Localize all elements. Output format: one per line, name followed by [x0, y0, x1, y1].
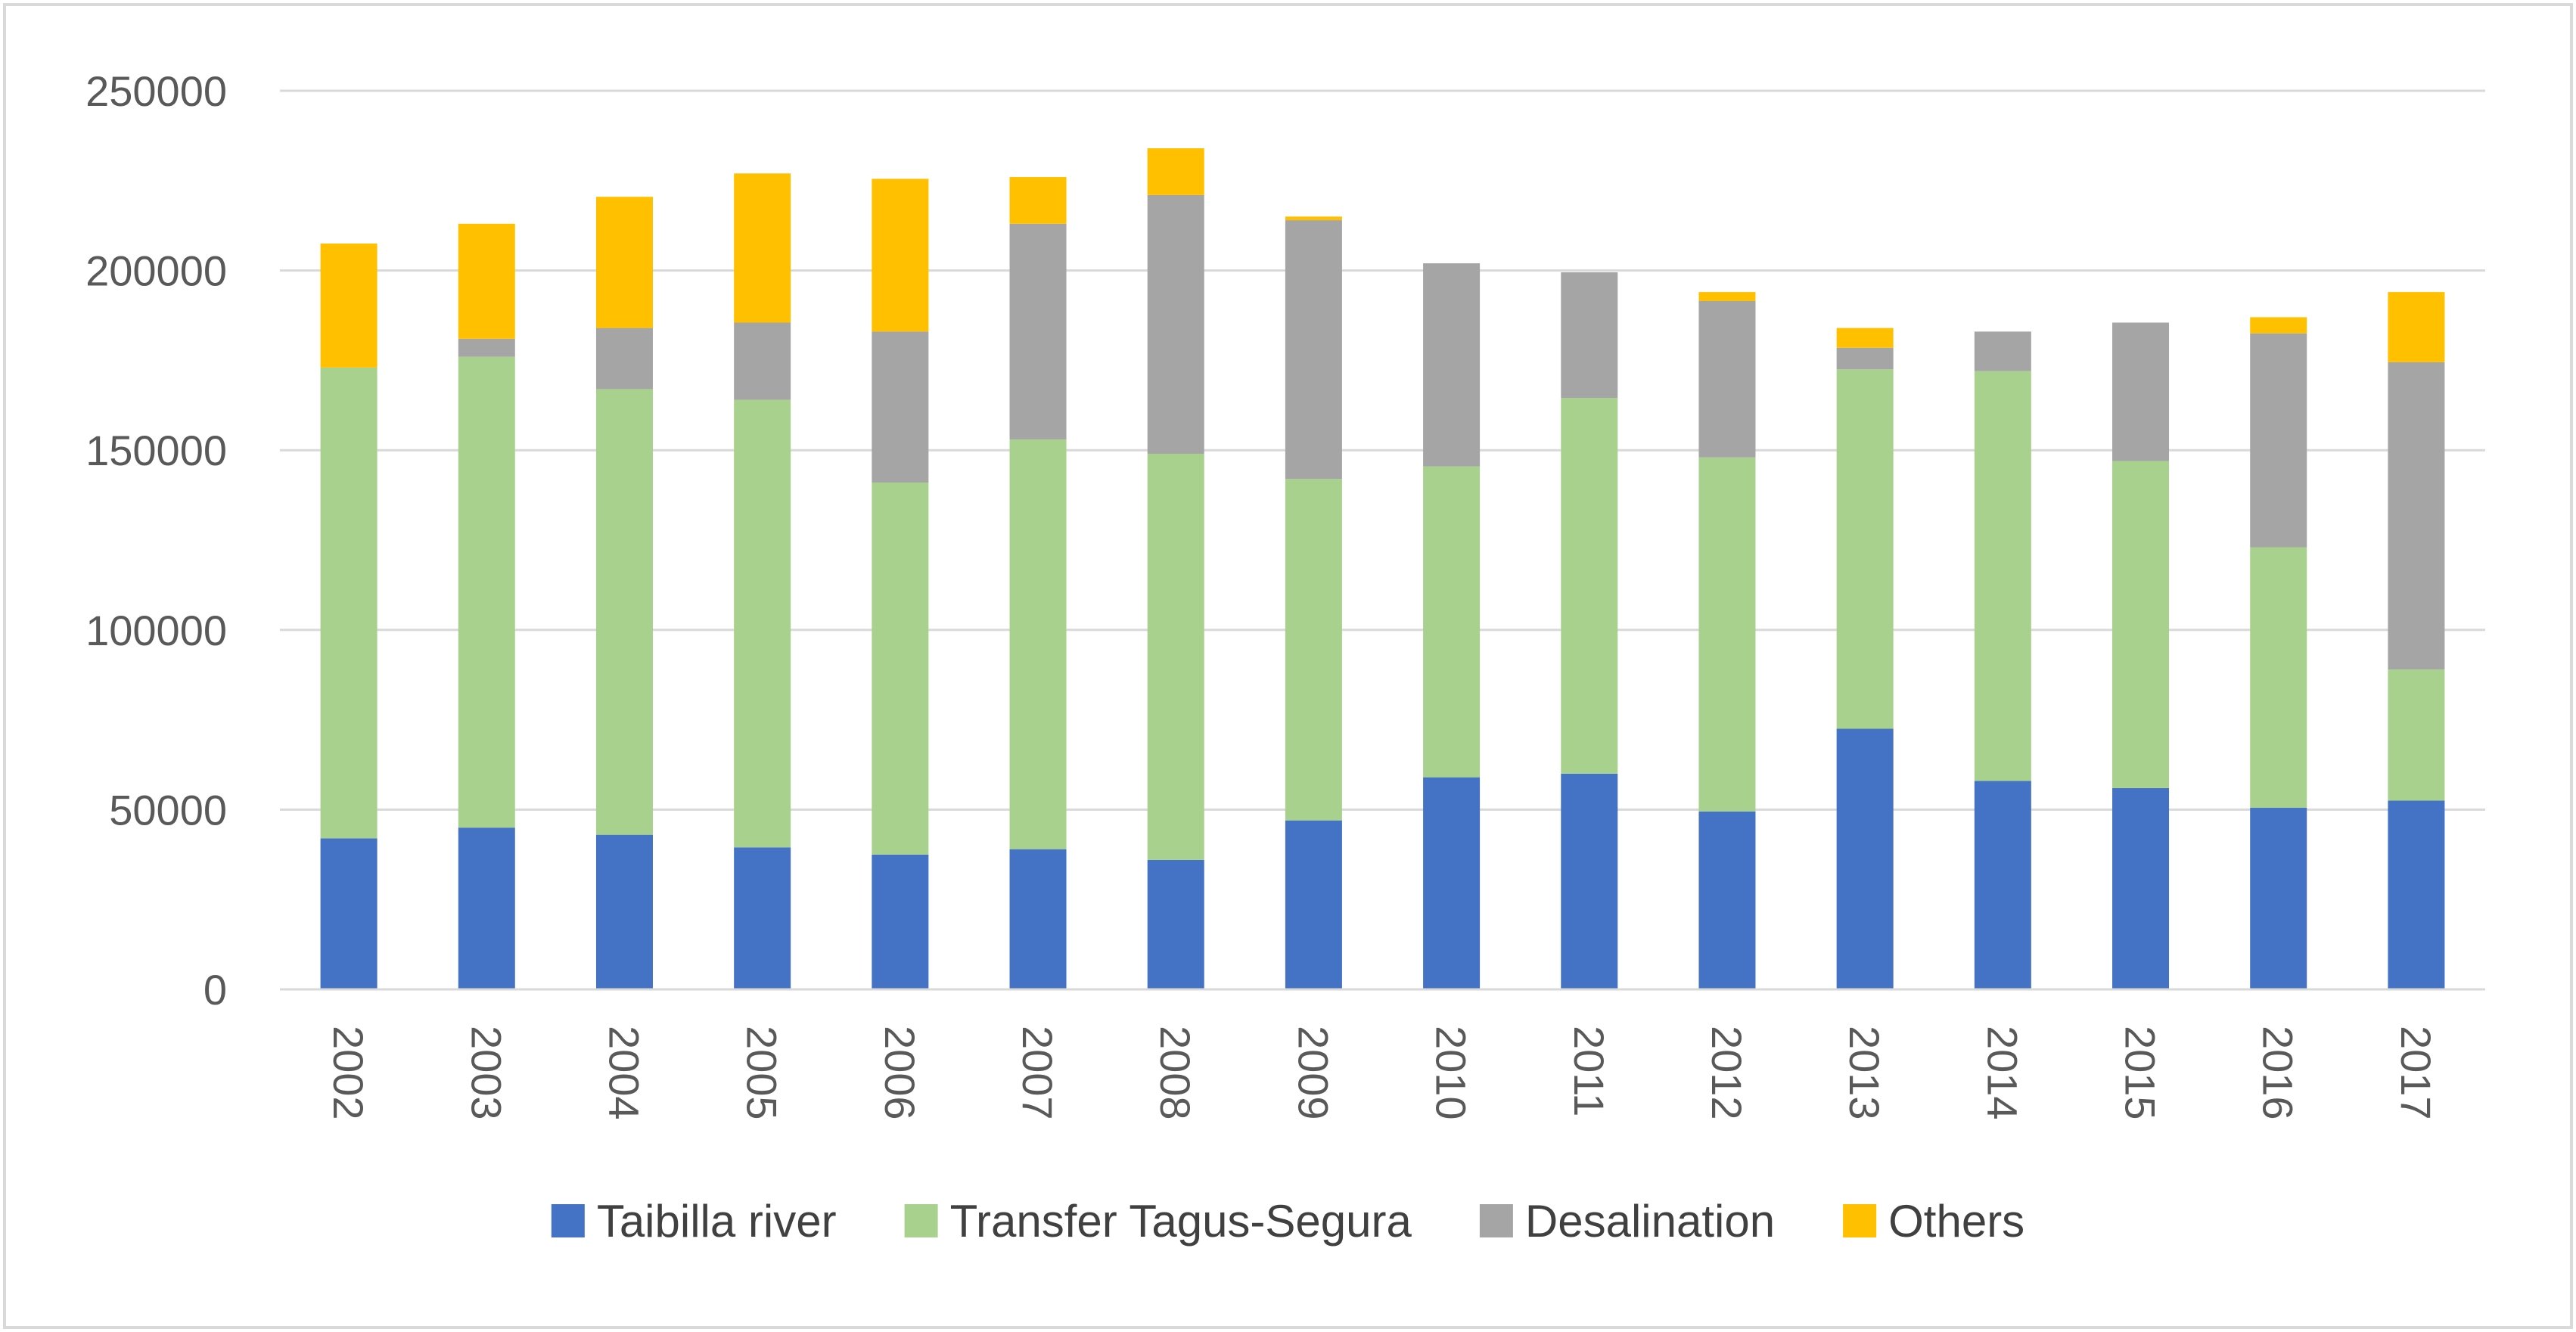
bar-desalination-2003 [458, 338, 515, 357]
x-tick-label: 2017 [2392, 1026, 2440, 1120]
bar-transfer-tagus-segura-2003 [458, 356, 515, 828]
bar-transfer-tagus-segura-2010 [1423, 466, 1481, 778]
y-tick-label: 0 [204, 966, 227, 1014]
bar-taibilla-river-2015 [2112, 787, 2170, 989]
y-tick-label: 150000 [85, 427, 227, 474]
bar-transfer-tagus-segura-2007 [1009, 439, 1067, 849]
bar-desalination-2016 [2250, 333, 2307, 548]
bar-transfer-tagus-segura-2016 [2250, 547, 2307, 809]
bar-desalination-2008 [1147, 194, 1204, 454]
bar-desalination-2007 [1009, 223, 1067, 439]
bar-taibilla-river-2002 [320, 838, 378, 989]
bar-others-2009 [1285, 216, 1342, 221]
bar-taibilla-river-2016 [2250, 808, 2307, 989]
bar-desalination-2004 [595, 328, 653, 390]
x-tick-label: 2010 [1428, 1026, 1475, 1120]
bar-others-2005 [734, 173, 791, 323]
x-tick-label: 2012 [1703, 1026, 1751, 1120]
bar-taibilla-river-2007 [1009, 849, 1067, 989]
x-tick-label: 2009 [1289, 1026, 1337, 1120]
x-tick-label: 2014 [1978, 1026, 2026, 1120]
bar-desalination-2017 [2388, 362, 2445, 670]
bar-transfer-tagus-segura-2008 [1147, 453, 1204, 860]
y-tick-label: 50000 [109, 786, 227, 834]
bar-transfer-tagus-segura-2005 [734, 399, 791, 848]
bar-transfer-tagus-segura-2002 [320, 367, 378, 839]
bar-desalination-2005 [734, 322, 791, 400]
bar-taibilla-river-2010 [1423, 777, 1481, 989]
x-tick-label: 2011 [1565, 1026, 1613, 1116]
bar-transfer-tagus-segura-2014 [1974, 371, 2031, 781]
bar-transfer-tagus-segura-2011 [1561, 398, 1618, 774]
bar-transfer-tagus-segura-2012 [1698, 457, 1756, 812]
bar-others-2002 [320, 243, 378, 368]
bar-others-2013 [1836, 328, 1894, 348]
bar-transfer-tagus-segura-2006 [872, 482, 929, 855]
legend-swatch-taibilla-river [551, 1204, 585, 1237]
bar-transfer-tagus-segura-2013 [1836, 369, 1894, 729]
legend-label-others: Others [1888, 1196, 2024, 1247]
bar-transfer-tagus-segura-2009 [1285, 479, 1342, 821]
bar-others-2008 [1147, 148, 1204, 195]
bar-taibilla-river-2013 [1836, 728, 1894, 989]
legend: Taibilla river Transfer Tagus-Segura Desal… [551, 1196, 2024, 1247]
bar-others-2003 [458, 223, 515, 339]
legend-swatch-transfer-tagus-segura [904, 1204, 938, 1237]
bar-others-2016 [2250, 317, 2307, 334]
y-tick-label: 100000 [85, 607, 227, 654]
axes: 0 50000 100000 150000 200000 250000 2002 2003 20… [85, 67, 2485, 1120]
bar-taibilla-river-2006 [872, 854, 929, 989]
x-tick-label: 2004 [600, 1026, 648, 1120]
bar-others-2006 [872, 179, 929, 332]
bar-taibilla-river-2009 [1285, 820, 1342, 989]
bar-taibilla-river-2017 [2388, 800, 2445, 989]
bar-desalination-2006 [872, 331, 929, 483]
x-tick-label: 2007 [1014, 1026, 1061, 1120]
bar-others-2017 [2388, 292, 2445, 362]
bar-taibilla-river-2008 [1147, 859, 1204, 989]
x-tick-label: 2013 [1841, 1026, 1888, 1120]
x-tick-label: 2002 [325, 1026, 372, 1120]
legend-label-desalination: Desalination [1525, 1196, 1775, 1247]
bar-others-2007 [1009, 177, 1067, 224]
bar-taibilla-river-2012 [1698, 811, 1756, 989]
legend-label-taibilla-river: Taibilla river [597, 1196, 837, 1247]
x-tick-label: 2008 [1151, 1026, 1199, 1120]
bar-desalination-2010 [1423, 263, 1481, 467]
y-tick-label: 200000 [85, 247, 227, 295]
x-tick-label: 2006 [876, 1026, 924, 1120]
bar-desalination-2014 [1974, 331, 2031, 371]
legend-label-transfer-tagus-segura: Transfer Tagus-Segura [950, 1196, 1412, 1247]
x-tick-label: 2003 [462, 1026, 510, 1120]
bar-taibilla-river-2004 [595, 834, 653, 989]
bar-desalination-2011 [1561, 272, 1618, 399]
bar-desalination-2015 [2112, 322, 2170, 461]
x-tick-label: 2016 [2254, 1026, 2302, 1120]
bar-taibilla-river-2014 [1974, 781, 2031, 989]
bar-desalination-2012 [1698, 300, 1756, 458]
bar-desalination-2013 [1836, 347, 1894, 370]
bar-taibilla-river-2005 [734, 847, 791, 989]
bar-transfer-tagus-segura-2015 [2112, 461, 2170, 788]
legend-swatch-others [1843, 1204, 1877, 1237]
legend-swatch-desalination [1479, 1204, 1513, 1237]
bar-taibilla-river-2011 [1561, 773, 1618, 989]
x-tick-label: 2015 [2117, 1026, 2164, 1120]
bar-desalination-2009 [1285, 220, 1342, 480]
bar-transfer-tagus-segura-2017 [2388, 669, 2445, 801]
bar-others-2012 [1698, 292, 1756, 301]
x-tick-label: 2005 [738, 1026, 786, 1120]
bars [320, 148, 2445, 989]
bar-transfer-tagus-segura-2004 [595, 389, 653, 835]
bar-taibilla-river-2003 [458, 827, 515, 989]
y-tick-label: 250000 [85, 67, 227, 115]
bar-others-2004 [595, 197, 653, 328]
